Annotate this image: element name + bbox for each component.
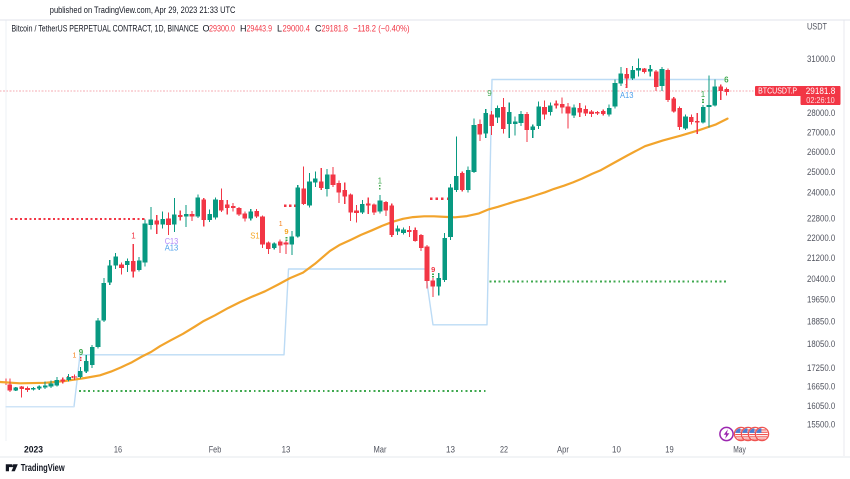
svg-text:13: 13: [282, 445, 291, 455]
svg-text:16: 16: [114, 445, 122, 455]
svg-text:Feb: Feb: [209, 445, 222, 455]
svg-text:16050.0: 16050.0: [807, 401, 835, 411]
svg-text:C: C: [315, 24, 322, 34]
svg-text:−118.2 (−0.40%): −118.2 (−0.40%): [353, 24, 410, 34]
svg-text:2023: 2023: [24, 445, 43, 455]
svg-text:1: 1: [279, 221, 283, 228]
svg-text:27000.0: 27000.0: [807, 128, 835, 138]
svg-text:9: 9: [487, 89, 492, 98]
svg-text:28000.0: 28000.0: [807, 108, 835, 118]
svg-text:1: 1: [378, 176, 383, 185]
svg-text:A13: A13: [165, 244, 179, 253]
svg-text:22000.0: 22000.0: [807, 233, 835, 243]
svg-text:C13: C13: [165, 237, 179, 246]
svg-text:13: 13: [446, 445, 455, 455]
svg-text:6: 6: [724, 76, 729, 85]
svg-text:31000.0: 31000.0: [807, 54, 835, 64]
svg-text:published on TradingView.com,: published on TradingView.com, Apr 29, 20…: [50, 5, 236, 15]
svg-text:Apr: Apr: [557, 445, 569, 455]
svg-text:18850.0: 18850.0: [807, 317, 835, 327]
svg-text:10: 10: [612, 445, 621, 455]
svg-text:22: 22: [500, 445, 508, 455]
svg-text:9: 9: [284, 227, 288, 236]
svg-text:Bitcoin / TetherUS PERPETUAL C: Bitcoin / TetherUS PERPETUAL CONTRACT, 1…: [12, 24, 199, 34]
svg-text:L: L: [277, 24, 282, 34]
svg-text:02:26:10: 02:26:10: [806, 95, 835, 105]
svg-text:22800.0: 22800.0: [807, 214, 835, 224]
svg-text:9: 9: [431, 265, 435, 274]
svg-text:1: 1: [73, 353, 77, 360]
svg-text:S1: S1: [250, 231, 260, 241]
svg-text:29181.8: 29181.8: [322, 24, 349, 34]
svg-text:16650.0: 16650.0: [807, 382, 835, 392]
svg-text:H: H: [240, 24, 247, 34]
svg-text:9: 9: [79, 348, 84, 357]
svg-text:26000.0: 26000.0: [807, 147, 835, 157]
svg-text:18050.0: 18050.0: [807, 339, 835, 349]
svg-text:21200.0: 21200.0: [807, 253, 835, 263]
svg-text:USDT: USDT: [807, 22, 827, 32]
svg-text:20400.0: 20400.0: [807, 274, 835, 284]
svg-text:29181.8: 29181.8: [806, 86, 836, 96]
svg-text:May: May: [733, 445, 746, 455]
svg-text:29443.9: 29443.9: [247, 24, 273, 34]
svg-text:17250.0: 17250.0: [807, 363, 835, 373]
svg-text:1: 1: [131, 232, 136, 241]
svg-text:24000.0: 24000.0: [807, 187, 835, 197]
svg-text:29300.0: 29300.0: [209, 24, 235, 34]
svg-text:Mar: Mar: [374, 445, 387, 455]
svg-text:19: 19: [665, 445, 673, 455]
svg-text:O: O: [203, 24, 210, 34]
svg-text:TradingView: TradingView: [21, 463, 65, 474]
svg-text:25000.0: 25000.0: [807, 167, 835, 177]
svg-text:BTCUSDT.P: BTCUSDT.P: [758, 86, 797, 96]
svg-text:A13: A13: [620, 91, 634, 100]
svg-text:1: 1: [701, 90, 706, 99]
svg-text:15500.0: 15500.0: [807, 419, 835, 429]
svg-text:19650.0: 19650.0: [807, 294, 835, 304]
svg-text:29000.4: 29000.4: [283, 24, 311, 34]
